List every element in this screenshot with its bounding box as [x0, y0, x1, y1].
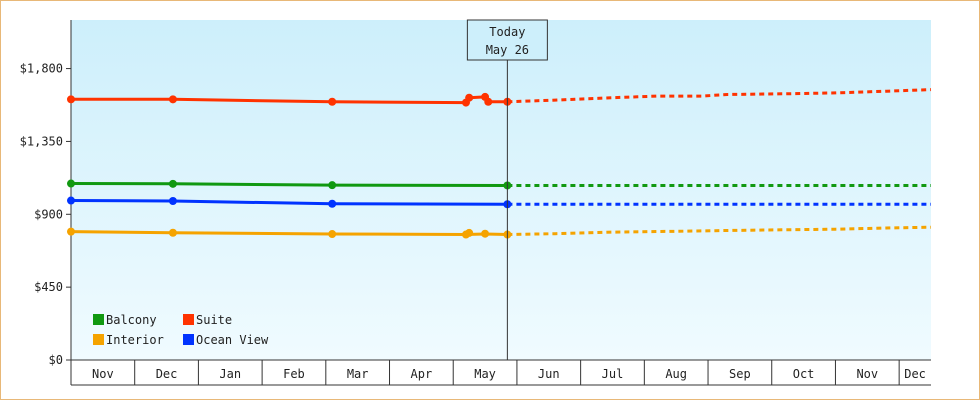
legend-swatch-ocean-view: [183, 334, 194, 345]
data-point-balcony[interactable]: [168, 179, 177, 188]
x-tick-label: Sep: [729, 367, 751, 381]
today-marker: Today May 26: [466, 19, 548, 360]
x-tick-label: Jul: [602, 367, 624, 381]
data-point-interior[interactable]: [168, 228, 177, 237]
x-tick-label: Jan: [219, 367, 241, 381]
legend-swatch-interior: [93, 334, 104, 345]
data-point-suite[interactable]: [168, 95, 177, 104]
y-tick-label: $450: [34, 280, 63, 294]
data-point-interior[interactable]: [481, 229, 490, 238]
data-point-interior[interactable]: [465, 228, 474, 237]
x-tick-label: Nov: [856, 367, 878, 381]
data-point-interior[interactable]: [67, 227, 75, 236]
x-tick-label: Nov: [92, 367, 114, 381]
x-tick-label: Dec: [156, 367, 178, 381]
x-tick-label: May: [474, 367, 496, 381]
series-line-balcony: [70, 182, 508, 187]
series-line-ocean-view: [70, 199, 508, 206]
x-tick-label: Feb: [283, 367, 305, 381]
legend-swatch-suite: [183, 314, 194, 325]
data-point-balcony[interactable]: [328, 181, 337, 190]
y-axis: $0 $450 $900 $1,350 $1,800: [20, 20, 72, 367]
today-box: [466, 19, 548, 61]
plot-area: [71, 20, 931, 360]
x-tick-label: Oct: [793, 367, 815, 381]
legend-label-ocean-view: Ocean View: [196, 333, 269, 347]
series-forecast-suite: [507, 88, 932, 104]
series-ocean-view: [67, 196, 931, 209]
legend-label-interior: Interior: [106, 333, 164, 347]
y-tick-label: $900: [34, 207, 63, 221]
data-point-suite[interactable]: [484, 97, 493, 106]
legend-label-suite: Suite: [196, 313, 232, 327]
legend: Balcony Suite Interior Ocean View: [93, 313, 269, 347]
legend-label-balcony: Balcony: [106, 313, 157, 327]
data-point-ocean-view[interactable]: [168, 197, 177, 206]
data-point-suite[interactable]: [67, 95, 75, 104]
series-balcony: [67, 179, 931, 190]
data-point-ocean-view[interactable]: [328, 199, 337, 208]
data-point-balcony[interactable]: [67, 179, 75, 188]
series-layer: [67, 88, 932, 239]
y-tick-label: $1,350: [20, 134, 63, 148]
series-forecast-interior: [507, 225, 932, 236]
legend-swatch-balcony: [93, 314, 104, 325]
today-date: May 26: [486, 43, 529, 57]
y-tick-label: $1,800: [20, 62, 63, 76]
x-tick-label: Apr: [411, 367, 433, 381]
y-tick-label: $0: [49, 353, 63, 367]
data-point-ocean-view[interactable]: [67, 196, 75, 205]
series-interior: [67, 225, 932, 239]
x-tick-label: Mar: [347, 367, 369, 381]
today-label: Today: [489, 25, 525, 39]
x-axis: Nov Dec Jan Feb Mar Apr May Jun Jul Aug Sep Oct Nov D…: [70, 359, 931, 386]
x-tick-label: Dec: [904, 367, 926, 381]
series-suite: [67, 88, 932, 107]
data-point-interior[interactable]: [328, 230, 337, 239]
x-tick-label: Jun: [538, 367, 560, 381]
data-point-suite[interactable]: [465, 93, 474, 102]
x-tick-label: Aug: [665, 367, 687, 381]
data-point-suite[interactable]: [328, 97, 337, 106]
